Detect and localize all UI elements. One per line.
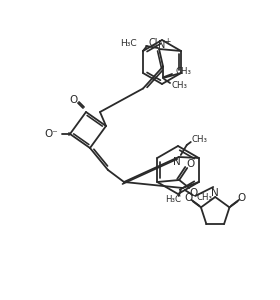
Text: CH₃: CH₃ <box>175 68 191 76</box>
Text: N: N <box>211 188 219 198</box>
Text: Cl: Cl <box>149 38 158 48</box>
Text: O: O <box>70 95 78 105</box>
Text: H₃C: H₃C <box>165 196 181 205</box>
Text: O: O <box>186 159 194 169</box>
Text: CH₃: CH₃ <box>192 136 208 145</box>
Text: CH₃: CH₃ <box>197 194 213 202</box>
Text: +: + <box>164 38 170 46</box>
Text: O⁻: O⁻ <box>44 129 58 139</box>
Text: CH₃: CH₃ <box>171 82 187 91</box>
Text: N: N <box>173 157 181 167</box>
Text: O: O <box>185 194 193 203</box>
Text: H₃C: H₃C <box>120 40 137 49</box>
Text: O: O <box>189 188 197 198</box>
Text: N: N <box>158 40 166 50</box>
Text: O: O <box>237 194 246 203</box>
